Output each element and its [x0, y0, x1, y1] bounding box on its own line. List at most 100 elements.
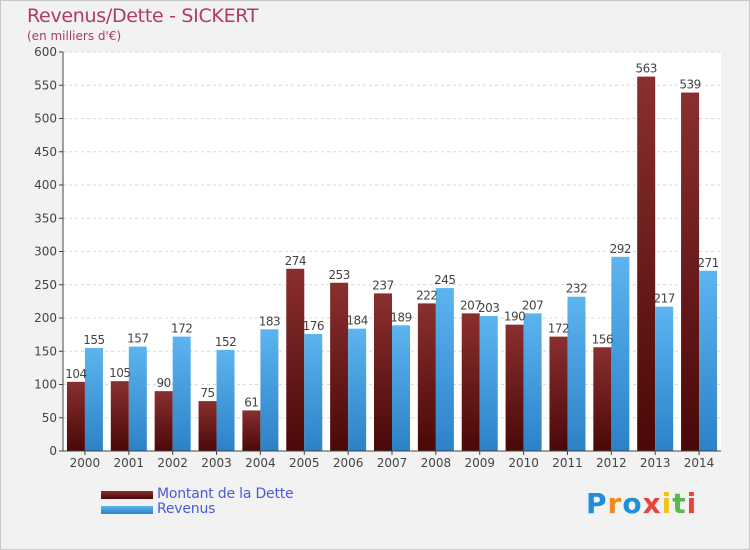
bar-revenus	[392, 325, 410, 451]
data-label-revenus: 176	[303, 319, 324, 333]
y-tick-label: 550	[34, 78, 57, 92]
data-label-dette: 156	[592, 332, 613, 346]
data-label-revenus: 152	[215, 335, 236, 349]
bar-revenus	[655, 306, 674, 451]
data-label-dette: 105	[109, 366, 130, 380]
x-tick-label: 2002	[157, 456, 188, 470]
y-tick-label: 500	[34, 112, 57, 126]
data-label-dette: 563	[635, 62, 656, 76]
data-label-revenus: 189	[390, 310, 411, 324]
x-tick-label: 2007	[377, 456, 408, 470]
bar-dette	[637, 76, 656, 451]
bar-revenus	[128, 346, 147, 451]
legend-item-revenus: Revenus	[101, 502, 293, 517]
bar-revenus	[84, 347, 103, 451]
bar-dette	[242, 410, 261, 451]
y-tick-label: 100	[34, 378, 57, 392]
y-tick-label: 150	[34, 344, 57, 358]
y-tick-label: 600	[34, 45, 57, 59]
bar-dette	[681, 92, 700, 451]
bar-dette	[374, 293, 392, 451]
bar-dette	[154, 391, 173, 451]
data-label-revenus: 292	[610, 242, 631, 256]
bar-dette	[461, 313, 480, 451]
x-tick-label: 2001	[114, 456, 145, 470]
bar-revenus	[304, 333, 323, 451]
data-label-dette: 61	[244, 395, 258, 409]
x-tick-label: 2011	[552, 456, 583, 470]
y-tick-label: 50	[42, 411, 57, 425]
bar-dette	[198, 401, 217, 451]
x-tick-label: 2003	[201, 456, 232, 470]
x-tick-label: 2005	[289, 456, 320, 470]
data-label-dette: 75	[200, 386, 214, 400]
data-label-revenus: 172	[171, 322, 192, 336]
x-tick-label: 2010	[508, 456, 539, 470]
logo-letter: i	[686, 487, 698, 520]
data-label-revenus: 217	[653, 292, 674, 306]
logo-letter: o	[622, 487, 643, 520]
data-label-dette: 104	[65, 367, 86, 381]
legend: Montant de la Dette Revenus	[101, 486, 294, 517]
legend-swatch-revenus	[101, 505, 153, 514]
bar-revenus	[611, 256, 630, 451]
data-label-dette: 274	[285, 254, 306, 268]
y-tick-label: 200	[34, 311, 57, 325]
x-tick-label: 2009	[464, 456, 495, 470]
bar-dette	[593, 347, 612, 451]
bar-revenus	[348, 328, 367, 451]
y-tick-label: 350	[34, 211, 57, 225]
logo-letter: x	[642, 487, 662, 520]
bar-revenus	[435, 288, 454, 451]
bar-dette	[505, 324, 524, 451]
x-tick-label: 2006	[333, 456, 364, 470]
x-tick-label: 2012	[596, 456, 627, 470]
bar-dette	[66, 381, 85, 451]
bar-dette	[330, 282, 349, 451]
data-label-dette: 222	[416, 288, 437, 302]
data-label-revenus: 157	[127, 332, 148, 346]
data-label-dette: 90	[157, 376, 171, 390]
bar-dette	[286, 268, 305, 451]
data-label-revenus: 245	[434, 273, 455, 287]
y-tick-label: 300	[34, 245, 57, 259]
y-tick-label: 450	[34, 145, 57, 159]
bar-revenus	[216, 349, 235, 451]
data-label-dette: 539	[679, 78, 700, 92]
bar-revenus	[172, 336, 191, 451]
legend-item-dette: Montant de la Dette	[101, 486, 294, 502]
data-label-revenus: 232	[566, 282, 587, 296]
logo-letter: r	[607, 487, 623, 520]
chart-title: Revenus/Dette - SICKERT	[27, 5, 259, 27]
y-tick-label: 250	[34, 278, 57, 292]
data-label-revenus: 183	[259, 314, 280, 328]
bar-revenus	[523, 313, 542, 451]
data-label-revenus: 184	[346, 314, 367, 328]
y-tick-label: 400	[34, 178, 57, 192]
x-tick-label: 2008	[421, 456, 452, 470]
bar-dette	[549, 336, 568, 451]
bar-dette	[417, 303, 436, 451]
chart-subtitle: (en milliers d'€)	[27, 29, 122, 43]
x-tick-label: 2014	[684, 456, 715, 470]
logo-letter: i	[661, 487, 673, 520]
legend-swatch-dette	[101, 490, 153, 499]
y-tick-label: 0	[49, 444, 57, 458]
logo-letter: t	[672, 487, 687, 520]
bar-revenus	[699, 270, 718, 451]
proxiti-logo: Proxiti	[586, 487, 697, 520]
x-tick-label: 2013	[640, 456, 671, 470]
logo-letter: P	[586, 487, 608, 520]
data-label-revenus: 203	[478, 301, 499, 315]
data-label-revenus: 207	[522, 298, 543, 312]
data-label-dette: 253	[328, 268, 349, 282]
data-label-dette: 172	[548, 322, 569, 336]
bar-revenus	[260, 329, 279, 451]
x-tick-label: 2000	[70, 456, 101, 470]
data-label-revenus: 155	[83, 333, 104, 347]
bar-revenus	[567, 296, 586, 451]
x-tick-label: 2004	[245, 456, 276, 470]
legend-label-dette: Montant de la Dette	[157, 486, 294, 502]
